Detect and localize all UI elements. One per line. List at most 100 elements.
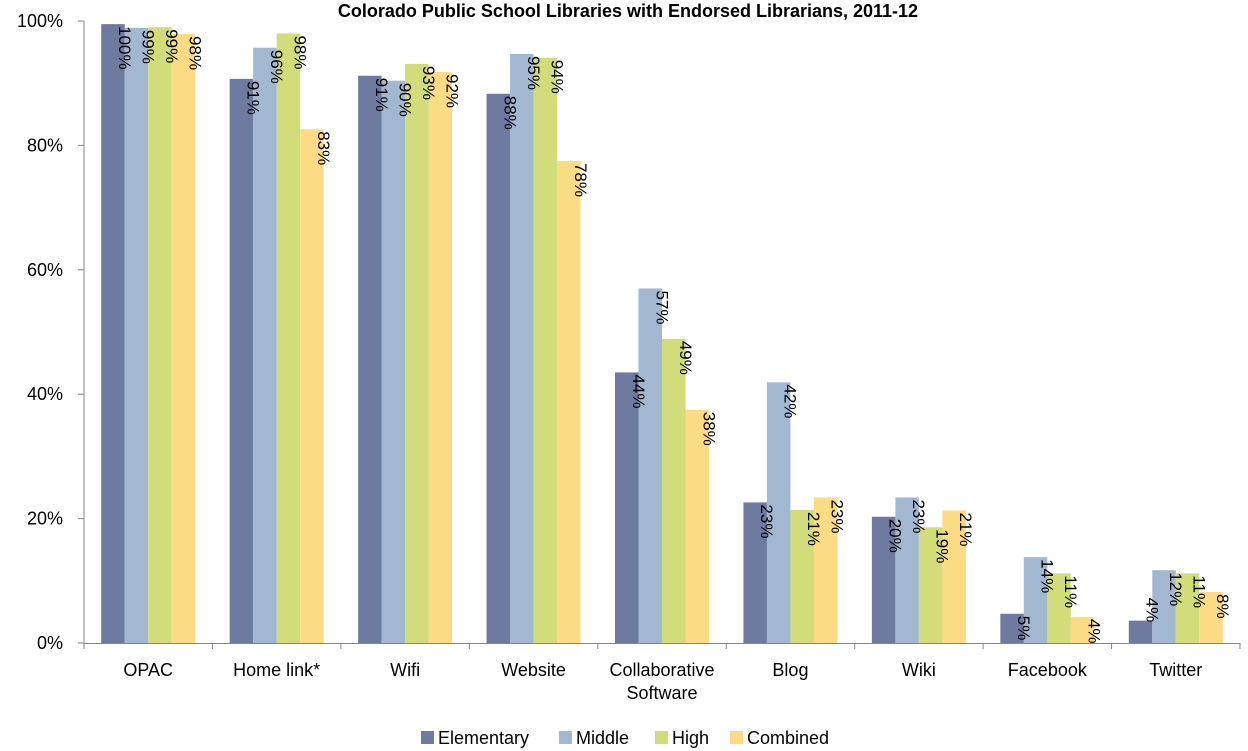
legend-swatch [559,731,572,744]
bar [918,527,943,643]
x-tick-label: Home link* [233,660,320,680]
data-label: 23% [828,499,847,533]
bar [300,129,324,644]
y-tick-label: 0% [37,633,63,653]
bar [381,80,406,643]
y-tick-label: 20% [27,509,63,529]
bar [1047,573,1071,643]
data-label: 23% [909,499,928,533]
legend-label: Middle [576,728,629,748]
data-label: 20% [886,519,905,553]
bar [428,72,453,643]
data-label: 49% [676,341,695,375]
data-label: 94% [547,60,566,94]
x-tick-label: Software [626,683,697,703]
data-label: 88% [500,96,519,130]
data-label: 44% [629,374,648,408]
bar [871,516,896,643]
data-label: 91% [243,81,262,115]
bar [895,497,919,643]
bar [662,338,686,643]
data-label: 91% [372,78,391,112]
data-label: 100% [115,26,134,69]
bar [358,75,382,644]
x-tick-label: Facebook [1008,660,1088,680]
bar [405,63,429,644]
data-label: 11% [1061,575,1080,608]
x-tick-label: Collaborative [609,660,714,680]
data-label: 96% [267,50,286,84]
data-label: 83% [314,131,333,165]
bar [1199,592,1223,643]
data-label: 57% [652,290,671,324]
bar [790,509,814,643]
data-label: 14% [1038,559,1057,593]
data-label: 5% [1014,616,1033,641]
bar [743,502,767,643]
bar [253,47,277,643]
data-label: 23% [757,504,776,538]
data-label: 11% [1190,575,1209,608]
bars-layer [101,24,1223,644]
bar [813,497,838,643]
bar [1000,613,1024,643]
x-tick-label: Wifi [390,660,420,680]
data-label: 38% [699,412,718,446]
legend-swatch [655,731,668,744]
data-label: 21% [804,512,823,546]
data-label: 4% [1085,619,1104,644]
bar [229,78,254,644]
y-tick-label: 40% [27,384,63,404]
x-tick-label: Twitter [1149,660,1202,680]
x-tick-label: Wiki [902,660,936,680]
y-tick-label: 60% [27,260,63,280]
bar [276,33,301,643]
bar [486,93,511,643]
data-label: 95% [524,56,543,90]
bar [1070,616,1095,643]
data-label: 4% [1143,598,1162,623]
data-label: 99% [138,30,157,64]
data-label: 99% [162,29,181,63]
data-label: 12% [1166,572,1185,606]
bar [148,27,172,644]
bar [1128,620,1153,643]
bar [1152,570,1176,643]
data-label: 93% [419,66,438,100]
bar [1175,573,1200,643]
bar [1023,557,1048,643]
bar [557,160,581,643]
x-tick-label: Blog [772,660,808,680]
legend-swatch [421,731,434,744]
bar [510,53,534,644]
x-tick-label: OPAC [123,660,173,680]
bar [533,57,558,643]
data-label: 98% [185,36,204,70]
data-label: 8% [1213,594,1232,619]
legend-label: Elementary [438,728,529,748]
legend-label: Combined [747,728,829,748]
x-tick-label: Website [501,660,566,680]
legend: Elementary Middle High Combined [421,728,829,748]
bar [124,27,149,643]
data-label: 21% [956,513,975,547]
data-labels-layer: 100%91% 91%88%44%23% 20%5%4%99%96%90%95%57… [115,26,1232,643]
data-label: 42% [781,384,800,418]
data-label: 92% [442,74,461,108]
bar [766,382,791,643]
data-label: 90% [395,83,414,117]
y-tick-label: 100% [17,11,63,31]
bar [171,34,196,644]
legend-swatch [730,731,743,744]
chart-title: Colorado Public School Libraries with En… [338,1,918,21]
data-label: 19% [933,529,952,563]
axes-layer: 0% 20% 40% 60% 80% 100% OPAC Home link* Wifi Webs… [17,11,1241,703]
bar [942,510,966,643]
y-tick-label: 80% [27,135,63,155]
bar [101,24,125,644]
data-label: 78% [571,163,590,197]
bar [638,288,662,643]
bar [615,372,639,643]
